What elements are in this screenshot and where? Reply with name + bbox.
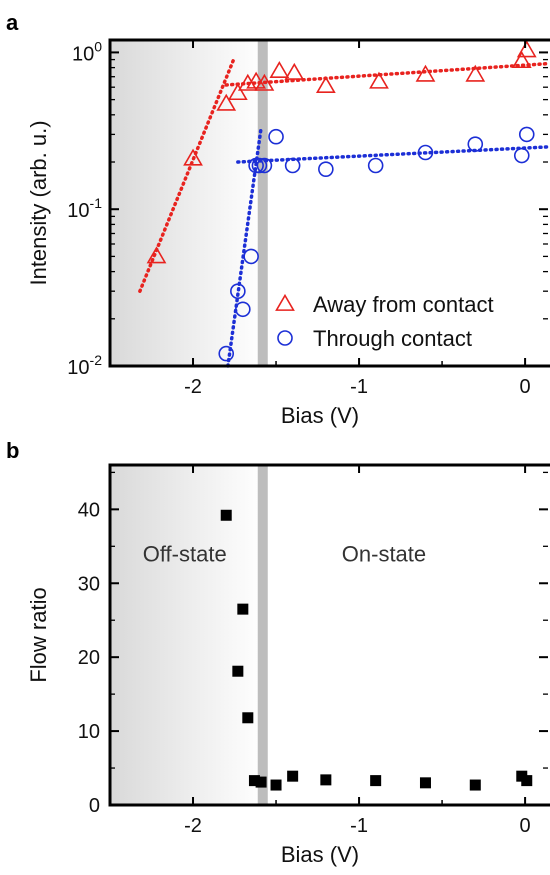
data-point-flow-ratio bbox=[242, 712, 254, 724]
data-point-through bbox=[243, 248, 259, 265]
data-point-away bbox=[511, 51, 532, 69]
panel-a-x-ticks: -2 -1 0 bbox=[109, 40, 531, 398]
panel-a: a -2 -1 0 10-2 10-1 100 Bias (V) Intensity (… bbox=[6, 10, 550, 428]
panel-a-letter: a bbox=[6, 10, 19, 35]
data-point-away bbox=[227, 83, 248, 101]
fit-line-away bbox=[138, 55, 237, 293]
data-point-through bbox=[256, 157, 273, 174]
panel-a-fit-lines bbox=[138, 55, 550, 368]
data-point-flow-ratio bbox=[469, 779, 481, 791]
data-point-through bbox=[513, 147, 530, 164]
panel-a-x-axis-title: Bias (V) bbox=[281, 403, 359, 428]
data-point-away bbox=[516, 40, 537, 58]
data-point-through bbox=[467, 136, 484, 152]
data-point-through bbox=[268, 128, 284, 145]
data-point-through bbox=[367, 157, 384, 174]
legend-label-away: Away from contact bbox=[313, 292, 494, 317]
panel-b-off-region bbox=[110, 465, 263, 805]
data-point-away bbox=[246, 71, 267, 89]
y-tick-label: 40 bbox=[78, 499, 100, 521]
y-tick-label: 100 bbox=[72, 38, 102, 65]
data-point-flow-ratio bbox=[521, 775, 533, 787]
x-tick-label: 0 bbox=[520, 815, 531, 837]
data-point-away bbox=[465, 64, 486, 82]
panel-a-threshold-line bbox=[257, 40, 268, 366]
panel-b-frame bbox=[108, 463, 550, 807]
x-tick-label: -1 bbox=[350, 815, 368, 837]
panel-b-x-axis-title: Bias (V) bbox=[281, 842, 359, 867]
fit-line-away bbox=[224, 61, 550, 87]
data-point-through bbox=[518, 126, 535, 143]
data-point-flow-ratio bbox=[255, 776, 267, 788]
on-state-label: On-state bbox=[342, 542, 426, 567]
panel-b-points bbox=[220, 509, 533, 791]
y-tick-label: 10-1 bbox=[67, 195, 102, 222]
fit-line-through bbox=[226, 126, 263, 368]
x-tick-label: 0 bbox=[520, 376, 531, 398]
panel-b-letter: b bbox=[6, 438, 19, 463]
data-point-away bbox=[369, 71, 389, 89]
data-point-flow-ratio bbox=[248, 775, 260, 787]
data-point-away bbox=[254, 73, 275, 91]
data-point-away bbox=[415, 64, 436, 82]
panel-b-x-ticks: -2 -1 0 bbox=[109, 465, 531, 837]
data-point-through bbox=[218, 345, 235, 362]
data-point-flow-ratio bbox=[287, 770, 299, 782]
data-point-flow-ratio bbox=[220, 509, 232, 521]
data-point-away bbox=[284, 62, 305, 80]
panel-b: b Off-state On-state -2 -1 0 0 10 20 30 40 Bia… bbox=[6, 438, 550, 867]
x-tick-label: -2 bbox=[184, 376, 202, 398]
data-point-away bbox=[315, 75, 336, 93]
panel-a-frame bbox=[108, 38, 550, 368]
data-point-away bbox=[146, 246, 167, 264]
panel-b-y-axis-title: Flow ratio bbox=[26, 587, 51, 682]
data-point-flow-ratio bbox=[237, 603, 249, 615]
data-point-through bbox=[235, 301, 251, 318]
data-point-through bbox=[318, 161, 334, 177]
panel-a-points bbox=[146, 40, 537, 362]
y-tick-label: 10-2 bbox=[67, 352, 102, 379]
panel-b-y-ticks: 0 10 20 30 40 bbox=[78, 471, 548, 817]
data-point-flow-ratio bbox=[232, 665, 244, 677]
legend-circle-marker bbox=[277, 330, 293, 346]
data-point-flow-ratio bbox=[320, 774, 332, 786]
data-point-flow-ratio bbox=[370, 775, 382, 787]
panel-a-y-ticks: 10-2 10-1 100 bbox=[67, 38, 548, 379]
legend-triangle-marker bbox=[275, 293, 295, 311]
fit-line-through bbox=[236, 145, 550, 164]
y-tick-label: 10 bbox=[78, 721, 100, 743]
x-tick-label: -1 bbox=[350, 376, 368, 398]
data-point-away bbox=[216, 93, 237, 111]
data-point-through bbox=[417, 144, 434, 161]
data-point-flow-ratio bbox=[419, 777, 431, 789]
data-point-away bbox=[183, 148, 203, 166]
data-point-flow-ratio bbox=[270, 779, 282, 791]
data-point-away bbox=[237, 73, 258, 91]
x-tick-label: -2 bbox=[184, 815, 202, 837]
off-state-label: Off-state bbox=[143, 542, 227, 567]
panel-a-y-axis-title: Intensity (arb. u.) bbox=[26, 120, 51, 285]
data-point-through bbox=[251, 157, 268, 174]
legend-label-through: Through contact bbox=[313, 326, 472, 351]
panel-b-threshold-line bbox=[257, 465, 268, 805]
y-tick-label: 20 bbox=[78, 647, 100, 669]
y-tick-label: 30 bbox=[78, 573, 100, 595]
panel-a-legend: Away from contact Through contact bbox=[275, 292, 494, 351]
data-point-away bbox=[269, 61, 290, 79]
data-point-through bbox=[230, 283, 246, 299]
y-tick-label: 0 bbox=[89, 795, 100, 817]
panel-a-off-region bbox=[110, 40, 263, 366]
data-point-through bbox=[284, 157, 301, 174]
